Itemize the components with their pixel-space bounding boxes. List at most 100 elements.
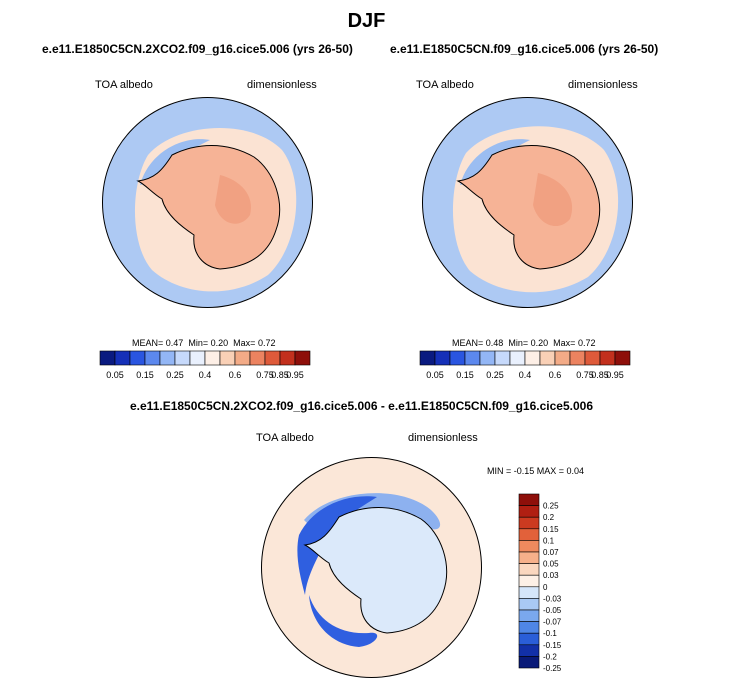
diff-colorbar-swatch [518,644,540,657]
panel1-colorbar-swatch [114,350,131,366]
panel1-units-label: dimensionless [247,79,317,91]
panel1-colorbar-swatch [204,350,221,366]
panel1-colorbar-swatch [144,350,161,366]
panel1-stats: MEAN= 0.47 Min= 0.20 Max= 0.72 [132,338,275,348]
diff-colorbar: 0.25 0.2 0.15 0.1 0.07 0.05 0.03 0 -0.03 -0.05 -0.… [518,493,562,673]
diff-colorbar-tick-label: -0.03 [543,594,562,603]
panel1-colorbar-tick-label: 0.25 [166,370,184,380]
panel2-colorbar-swatch [449,350,466,366]
panel1-colorbar-swatch [294,350,311,366]
panel2-polar-map [422,97,633,308]
diff-units-label: dimensionless [408,432,478,444]
panel1-colorbar-swatch [129,350,146,366]
panel1-max-label: Max= [233,338,256,348]
panel2-variable-label: TOA albedo [416,79,474,91]
diff-case-title: e.e11.E1850C5CN.2XCO2.f09_g16.cice5.006 … [130,399,593,413]
panel2-units-label: dimensionless [568,79,638,91]
diff-colorbar-swatch [518,586,540,599]
panel1-colorbar-tick-label: 0.85 [271,370,289,380]
diff-colorbar-swatch [518,540,540,553]
diff-colorbar-swatch [518,574,540,588]
panel1-colorbar-swatch [234,350,251,366]
diff-polar-map [261,457,482,678]
panel2-colorbar-swatch [464,350,481,366]
panel1-colorbar-tick-label: 0.15 [136,370,154,380]
panel1-colorbar-swatch [219,350,236,366]
panel1-colorbar-tick-label: 0.05 [106,370,124,380]
diff-colorbar-swatch [518,656,540,669]
panel1-colorbar-swatch [249,350,266,366]
panel2-colorbar-swatch [479,350,496,366]
diff-colorbar-swatch [518,609,540,622]
panel2-colorbar-swatch [434,350,451,366]
panel2-colorbar-swatch [524,350,541,366]
panel2-colorbar-tick-label: 0.6 [549,370,562,380]
panel2-colorbar-swatch [569,350,586,366]
panel1-colorbar-tick-label: 0.75 [256,370,274,380]
panel2-stats: MEAN= 0.48 Min= 0.20 Max= 0.72 [452,338,595,348]
panel2-colorbar-tick-label: 0.4 [519,370,532,380]
panel1-colorbar-tick-label: 0.95 [286,370,304,380]
diff-colorbar-tick-label: -0.05 [543,606,562,615]
diff-colorbar-tick-label: 0.07 [543,548,559,557]
diff-colorbar-tick-label: 0.05 [543,560,559,569]
panel2-colorbar-tick-label: 0.75 [576,370,594,380]
panel2-max: 0.72 [577,338,596,348]
diff-colorbar-swatch [518,505,540,518]
panel2-colorbar-swatch [494,350,511,366]
diff-colorbar-tick-label: 0.25 [543,502,559,511]
season-title: DJF [347,10,386,32]
diff-colorbar-tick-label: 0.2 [543,513,555,522]
diff-colorbar-swatch [518,621,540,634]
panel2-colorbar-swatch [599,350,616,366]
panel2-colorbar-tick-label: 0.95 [606,370,624,380]
panel2-colorbar-swatch [509,350,526,366]
panel1-case-title: e.e11.E1850C5CN.2XCO2.f09_g16.cice5.006 … [42,42,353,56]
diff-colorbar-tick-label: -0.25 [543,664,562,673]
panel1-max: 0.72 [257,338,276,348]
panel1-min-label: Min= [188,338,209,348]
panel2-colorbar-swatch [554,350,571,366]
diff-colorbar-tick-label: -0.2 [543,652,557,661]
panel2-colorbar-swatch [419,350,436,366]
diff-colorbar-swatch [518,551,540,564]
panel2-colorbar-swatch [614,350,631,366]
diff-colorbar-swatch [518,598,540,611]
panel1-colorbar-swatch [189,350,206,366]
diff-minmax: MIN = -0.15 MAX = 0.04 [487,466,585,476]
diff-colorbar-swatch [518,516,540,530]
diff-colorbar-swatch [518,563,540,576]
diff-colorbar-tick-label: 0.1 [543,536,555,545]
panel1-min: 0.20 [210,338,229,348]
panel2-colorbar-tick-label: 0.15 [456,370,474,380]
diff-colorbar-swatch [518,528,540,541]
panel1-mean-label: MEAN= [132,338,164,348]
panel2-min-label: Min= [508,338,529,348]
panel2-case-title: e.e11.E1850C5CN.f09_g16.cice5.006 (yrs 2… [390,42,659,56]
panel2-colorbar-tick-label: 0.05 [426,370,444,380]
panel2-colorbar-swatch [539,350,556,366]
diff-variable-label: TOA albedo [256,432,314,444]
diff-colorbar-tick-label: 0.03 [543,571,559,580]
diff-colorbar-swatch [518,493,540,506]
panel1-colorbar-swatch [174,350,191,366]
diff-colorbar-tick-label: 0.15 [543,525,559,534]
panel1-polar-map [102,97,313,308]
panel2-colorbar-swatch [584,350,601,366]
panel1-colorbar-swatch [99,350,116,366]
panel2-colorbar-tick-label: 0.85 [591,370,609,380]
diff-colorbar-tick-label: 0 [543,583,548,592]
panel1-variable-label: TOA albedo [95,79,153,91]
panel1-mean: 0.47 [165,338,184,348]
panel2-max-label: Max= [553,338,576,348]
panel2-mean: 0.48 [485,338,504,348]
diff-colorbar-tick-label: -0.1 [543,629,557,638]
panel1-colorbar-swatch [264,350,281,366]
panel1-colorbar-swatch [159,350,176,366]
panel1-colorbar: 0.05 0.15 0.25 0.4 0.6 0.750.850.95 [99,350,311,380]
diff-colorbar-tick-label: -0.07 [543,618,562,627]
diff-colorbar-tick-label: -0.15 [543,641,562,650]
panel2-mean-label: MEAN= [452,338,484,348]
diff-colorbar-swatch [518,632,540,646]
panel1-colorbar-swatch [279,350,296,366]
